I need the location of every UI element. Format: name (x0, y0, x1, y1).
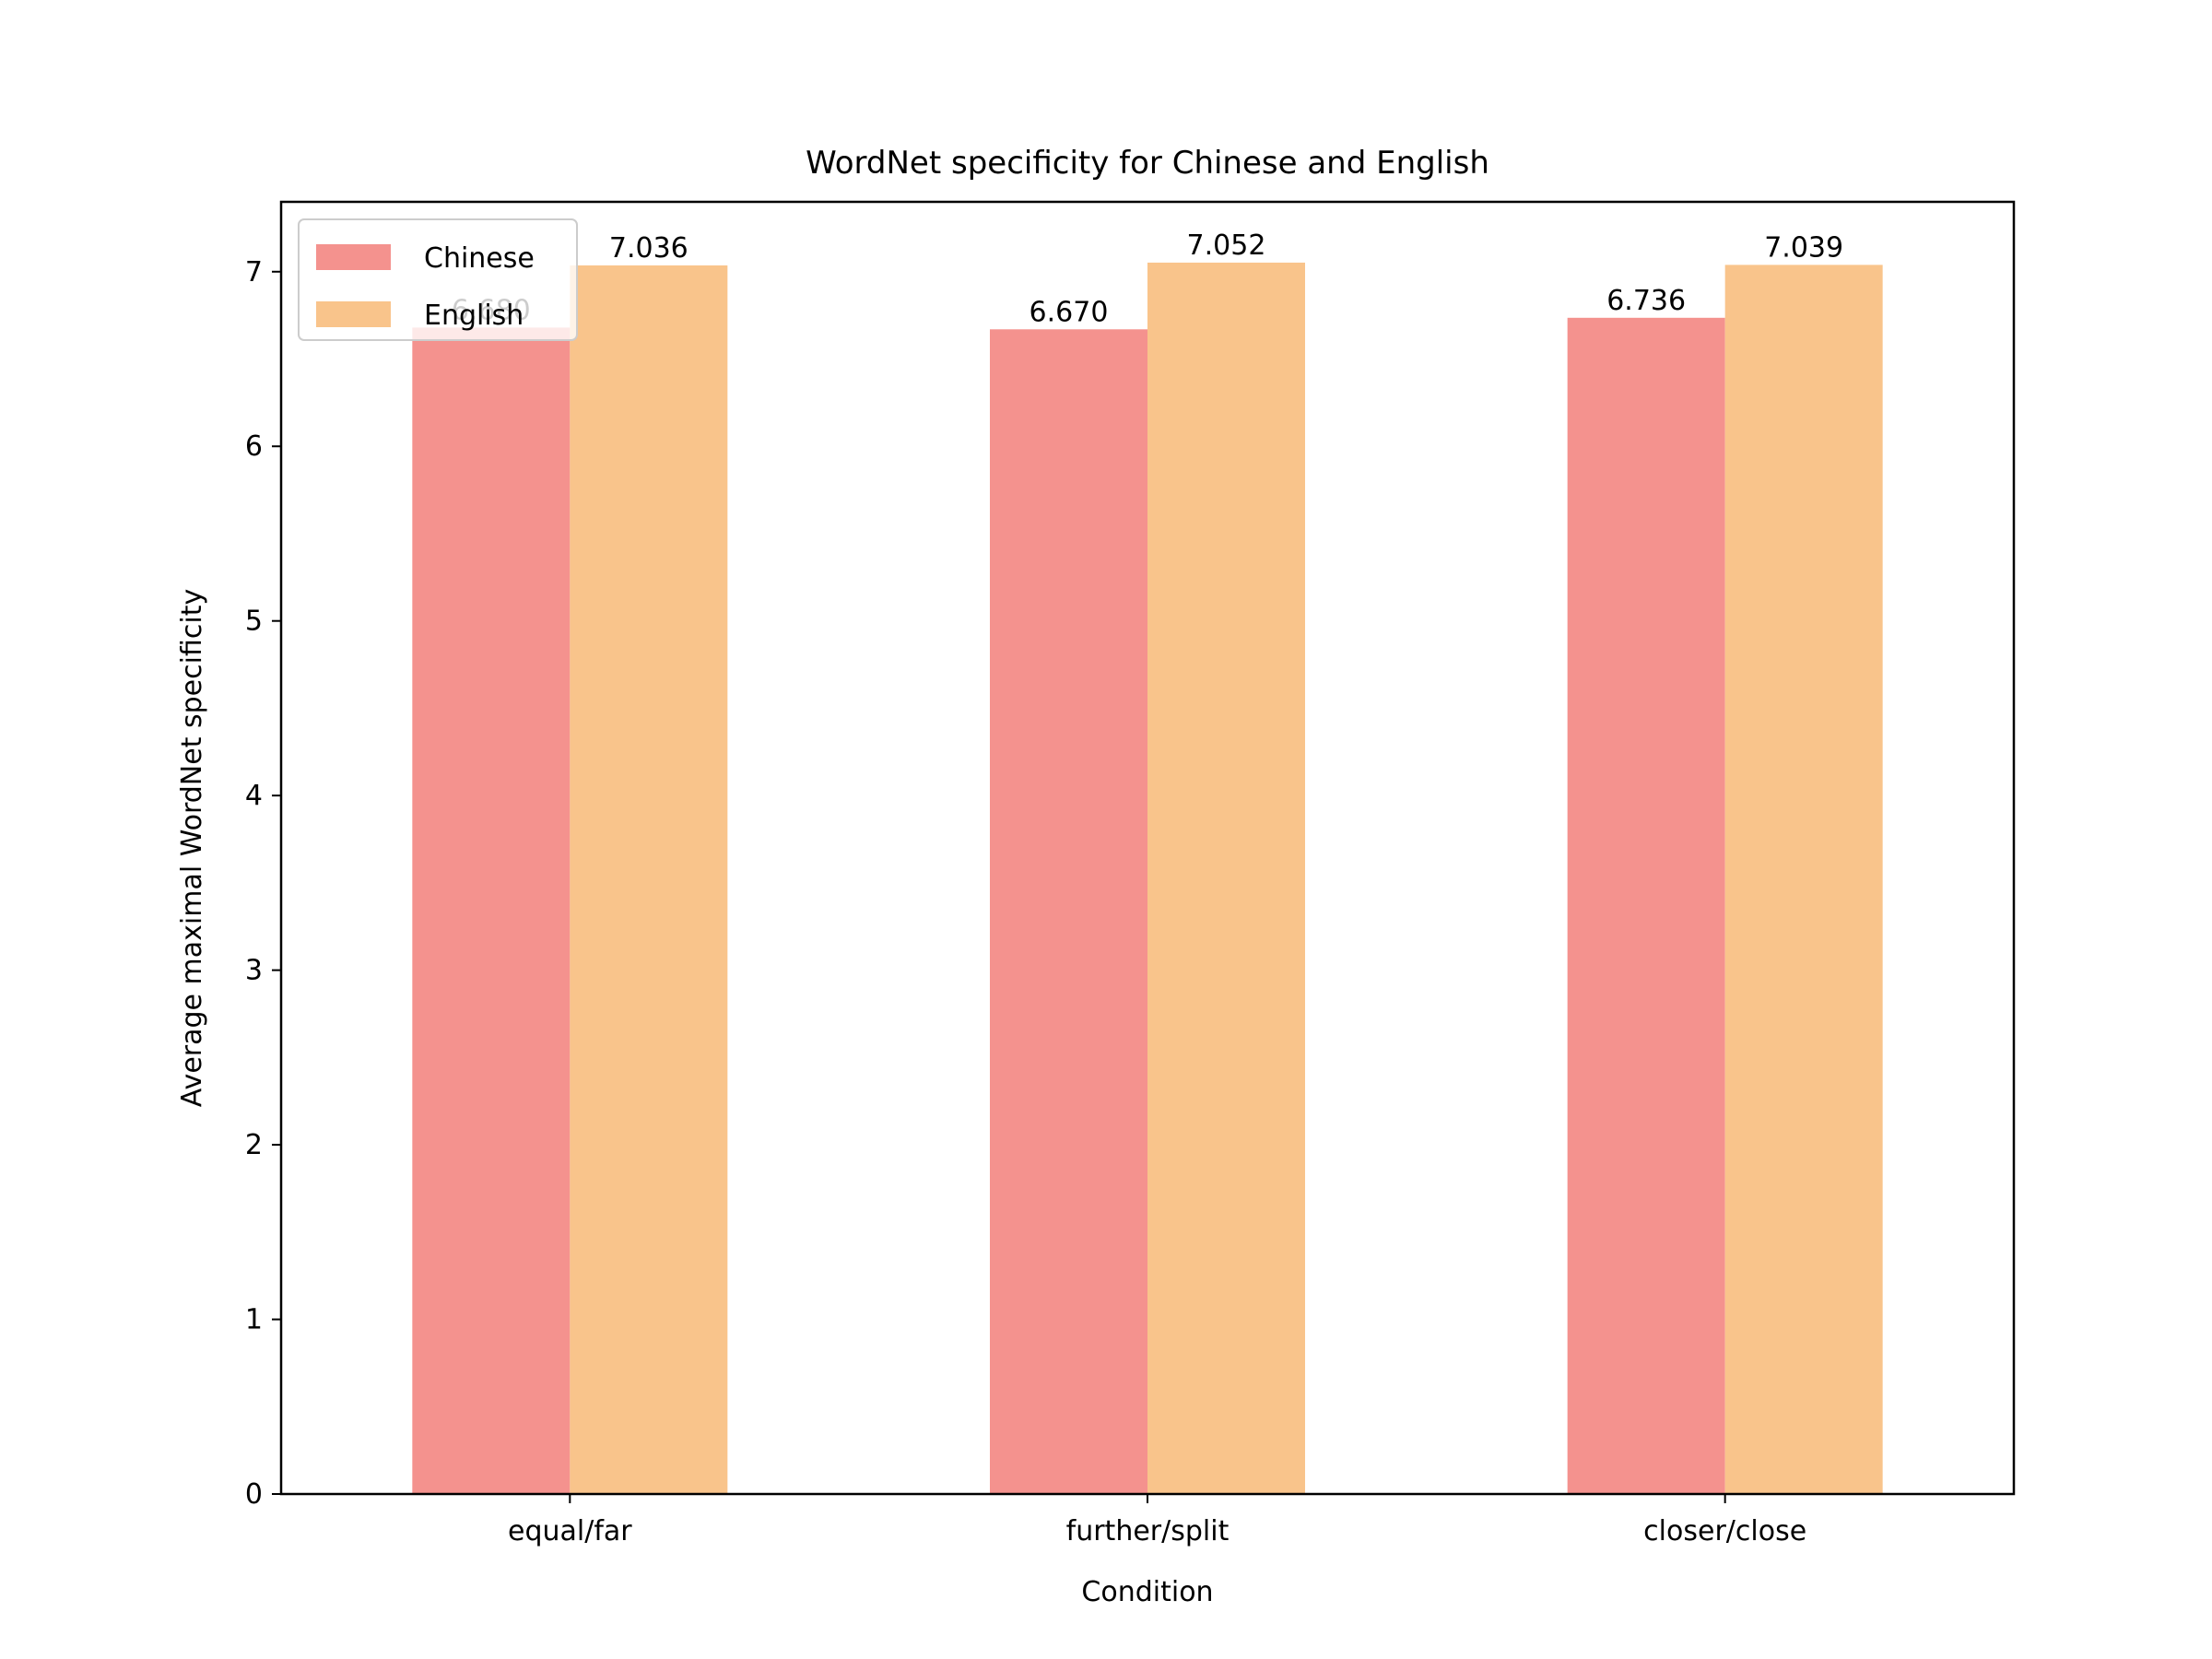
x-tick-label: further/split (1066, 1515, 1230, 1547)
bars-layer (412, 262, 1883, 1495)
y-axis-ticks: 0 1 2 3 4 5 6 7 (245, 256, 281, 1511)
x-tick-label: closer/close (1643, 1515, 1806, 1547)
value-label-chinese-3: 6.736 (1606, 285, 1686, 317)
y-tick-label: 5 (245, 606, 263, 638)
value-label-chinese-2: 6.670 (1030, 296, 1109, 328)
legend-swatch-english (316, 301, 391, 327)
value-label-english-2: 7.052 (1187, 229, 1266, 262)
x-axis-ticks: equal/far further/split closer/close (508, 1494, 1806, 1547)
value-label-english-1: 7.036 (609, 232, 688, 265)
y-tick-label: 0 (245, 1478, 263, 1511)
legend: Chinese English (298, 218, 578, 341)
x-axis-label: Condition (1081, 1576, 1213, 1608)
legend-label-english: English (424, 300, 524, 332)
bar-chinese-1 (412, 327, 571, 1495)
y-axis-label: Average maximal WordNet specificity (176, 589, 208, 1107)
legend-swatch-chinese (316, 244, 391, 270)
y-tick-label: 4 (245, 780, 263, 812)
y-tick-label: 3 (245, 955, 263, 987)
y-tick-label: 1 (245, 1304, 263, 1336)
y-tick-label: 2 (245, 1129, 263, 1161)
y-tick-label: 6 (245, 430, 263, 463)
y-tick-label: 7 (245, 256, 263, 288)
legend-label-chinese: Chinese (424, 242, 535, 275)
bar-chinese-3 (1567, 317, 1725, 1495)
bar-english-1 (570, 265, 728, 1494)
bar-english-2 (1147, 262, 1305, 1494)
x-tick-label: equal/far (508, 1515, 632, 1547)
value-label-english-3: 7.039 (1764, 231, 1843, 264)
bar-english-3 (1724, 265, 1883, 1494)
bar-chinese-2 (990, 329, 1147, 1494)
chart-title: WordNet specificity for Chinese and Engl… (806, 145, 1489, 182)
